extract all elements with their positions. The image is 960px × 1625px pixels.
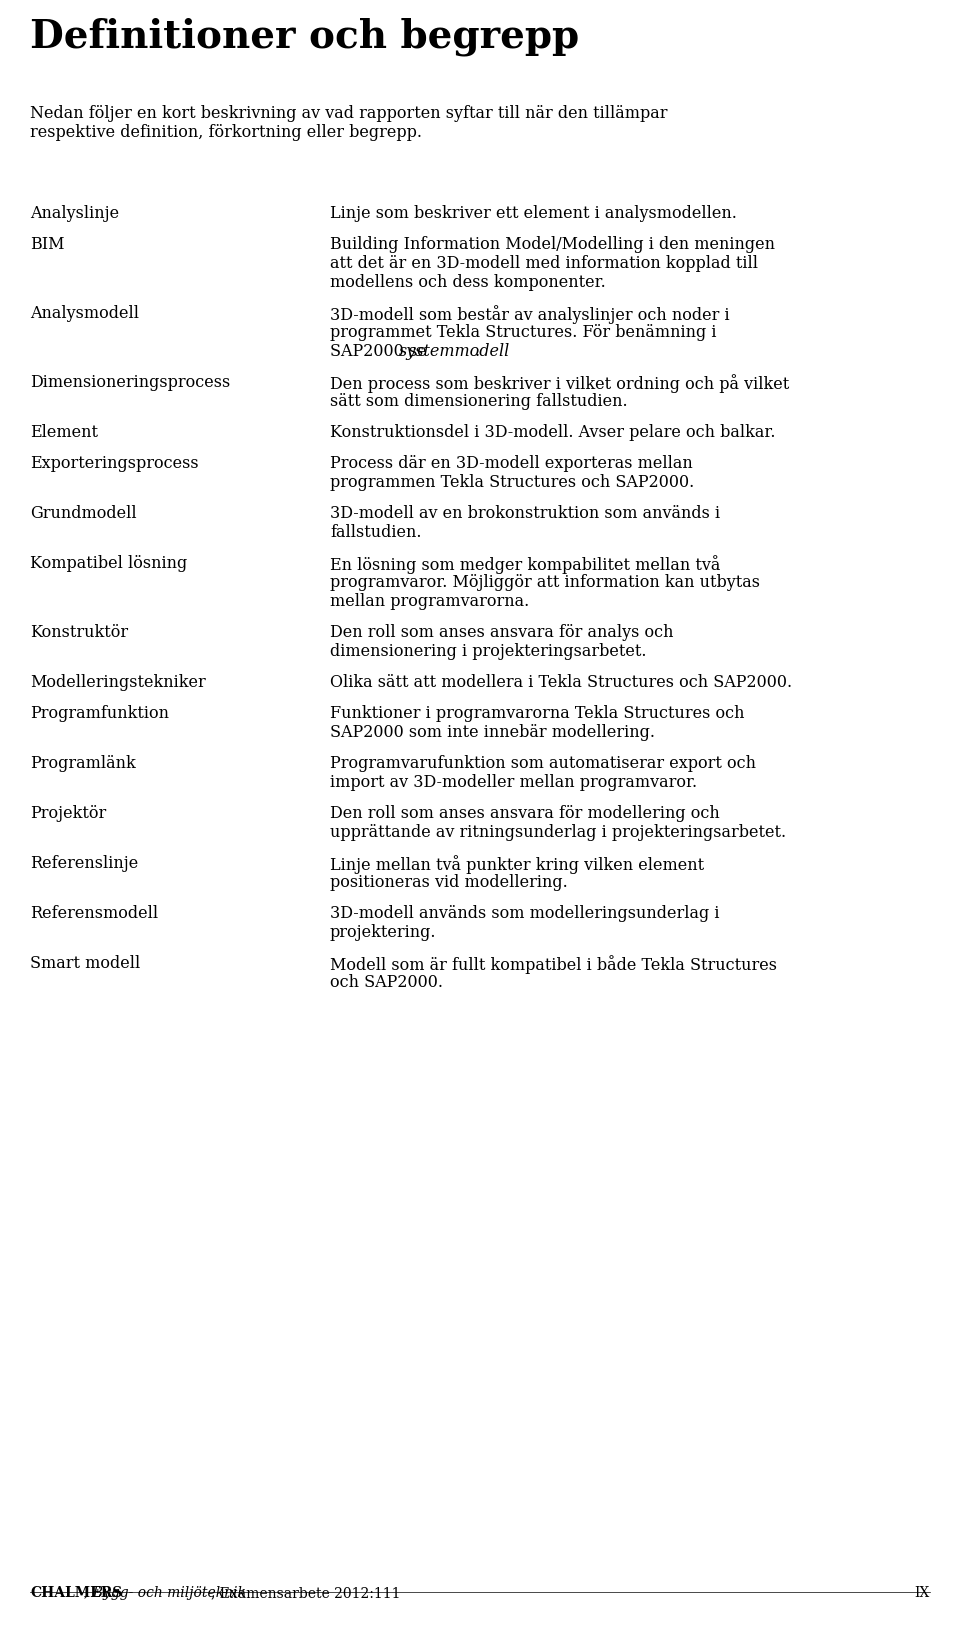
Text: Den process som beskriver i vilket ordning och på vilket: Den process som beskriver i vilket ordni… bbox=[330, 374, 789, 393]
Text: Linje mellan två punkter kring vilken element: Linje mellan två punkter kring vilken el… bbox=[330, 855, 704, 874]
Text: Definitioner och begrepp: Definitioner och begrepp bbox=[30, 18, 579, 57]
Text: att det är en 3D-modell med information kopplad till: att det är en 3D-modell med information … bbox=[330, 255, 758, 271]
Text: Konstruktör: Konstruktör bbox=[30, 624, 128, 640]
Text: Programlänk: Programlänk bbox=[30, 756, 135, 772]
Text: modellens och dess komponenter.: modellens och dess komponenter. bbox=[330, 275, 606, 291]
Text: Funktioner i programvarorna Tekla Structures och: Funktioner i programvarorna Tekla Struct… bbox=[330, 705, 745, 722]
Text: fallstudien.: fallstudien. bbox=[330, 523, 421, 541]
Text: En lösning som medger kompabilitet mellan två: En lösning som medger kompabilitet mella… bbox=[330, 556, 720, 574]
Text: Nedan följer en kort beskrivning av vad rapporten syftar till när den tillämpar: Nedan följer en kort beskrivning av vad … bbox=[30, 106, 667, 122]
Text: Den roll som anses ansvara för analys och: Den roll som anses ansvara för analys oc… bbox=[330, 624, 674, 640]
Text: BIM: BIM bbox=[30, 236, 64, 254]
Text: Exporteringsprocess: Exporteringsprocess bbox=[30, 455, 199, 471]
Text: systemmodell: systemmodell bbox=[399, 343, 511, 361]
Text: Kompatibel lösning: Kompatibel lösning bbox=[30, 556, 187, 572]
Text: Building Information Model/Modelling i den meningen: Building Information Model/Modelling i d… bbox=[330, 236, 775, 254]
Text: och SAP2000.: och SAP2000. bbox=[330, 973, 443, 991]
Text: Referenslinje: Referenslinje bbox=[30, 855, 138, 873]
Text: import av 3D-modeller mellan programvaror.: import av 3D-modeller mellan programvaro… bbox=[330, 774, 697, 791]
Text: dimensionering i projekteringsarbetet.: dimensionering i projekteringsarbetet. bbox=[330, 644, 646, 660]
Text: Referensmodell: Referensmodell bbox=[30, 905, 158, 921]
Text: IX: IX bbox=[915, 1586, 930, 1601]
Text: 3D-modell som består av analyslinjer och noder i: 3D-modell som består av analyslinjer och… bbox=[330, 306, 730, 323]
Text: Linje som beskriver ett element i analysmodellen.: Linje som beskriver ett element i analys… bbox=[330, 205, 737, 223]
Text: Element: Element bbox=[30, 424, 98, 440]
Text: Programvarufunktion som automatiserar export och: Programvarufunktion som automatiserar ex… bbox=[330, 756, 756, 772]
Text: 3D-modell används som modelleringsunderlag i: 3D-modell används som modelleringsunderl… bbox=[330, 905, 719, 921]
Text: upprättande av ritningsunderlag i projekteringsarbetet.: upprättande av ritningsunderlag i projek… bbox=[330, 824, 786, 842]
Text: Konstruktionsdel i 3D-modell. Avser pelare och balkar.: Konstruktionsdel i 3D-modell. Avser pela… bbox=[330, 424, 776, 440]
Text: .: . bbox=[475, 343, 480, 361]
Text: projektering.: projektering. bbox=[330, 925, 437, 941]
Text: sätt som dimensionering fallstudien.: sätt som dimensionering fallstudien. bbox=[330, 393, 628, 410]
Text: Modelleringstekniker: Modelleringstekniker bbox=[30, 674, 205, 691]
Text: Projektör: Projektör bbox=[30, 804, 107, 822]
Text: Programfunktion: Programfunktion bbox=[30, 705, 169, 722]
Text: Dimensioneringsprocess: Dimensioneringsprocess bbox=[30, 374, 230, 392]
Text: Grundmodell: Grundmodell bbox=[30, 505, 136, 522]
Text: mellan programvarorna.: mellan programvarorna. bbox=[330, 593, 529, 609]
Text: programmet Tekla Structures. För benämning i: programmet Tekla Structures. För benämni… bbox=[330, 323, 716, 341]
Text: programvaror. Möjliggör att information kan utbytas: programvaror. Möjliggör att information … bbox=[330, 574, 760, 592]
Text: Smart modell: Smart modell bbox=[30, 956, 140, 972]
Text: Analyslinje: Analyslinje bbox=[30, 205, 119, 223]
Text: Modell som är fullt kompatibel i både Tekla Structures: Modell som är fullt kompatibel i både Te… bbox=[330, 956, 777, 973]
Text: SAP2000 se: SAP2000 se bbox=[330, 343, 432, 361]
Text: Analysmodell: Analysmodell bbox=[30, 306, 139, 322]
Text: Olika sätt att modellera i Tekla Structures och SAP2000.: Olika sätt att modellera i Tekla Structu… bbox=[330, 674, 792, 691]
Text: 3D-modell av en brokonstruktion som används i: 3D-modell av en brokonstruktion som anvä… bbox=[330, 505, 720, 522]
Text: SAP2000 som inte innebär modellering.: SAP2000 som inte innebär modellering. bbox=[330, 725, 655, 741]
Text: positioneras vid modellering.: positioneras vid modellering. bbox=[330, 874, 567, 890]
Text: , Examensarbete 2012:111: , Examensarbete 2012:111 bbox=[211, 1586, 400, 1601]
Text: programmen Tekla Structures och SAP2000.: programmen Tekla Structures och SAP2000. bbox=[330, 474, 694, 491]
Text: Den roll som anses ansvara för modellering och: Den roll som anses ansvara för modelleri… bbox=[330, 804, 720, 822]
Text: Process där en 3D-modell exporteras mellan: Process där en 3D-modell exporteras mell… bbox=[330, 455, 693, 471]
Text: respektive definition, förkortning eller begrepp.: respektive definition, förkortning eller… bbox=[30, 124, 422, 141]
Text: , Bygg- och miljöteknik: , Bygg- och miljöteknik bbox=[84, 1586, 247, 1601]
Text: CHALMERS: CHALMERS bbox=[30, 1586, 122, 1601]
